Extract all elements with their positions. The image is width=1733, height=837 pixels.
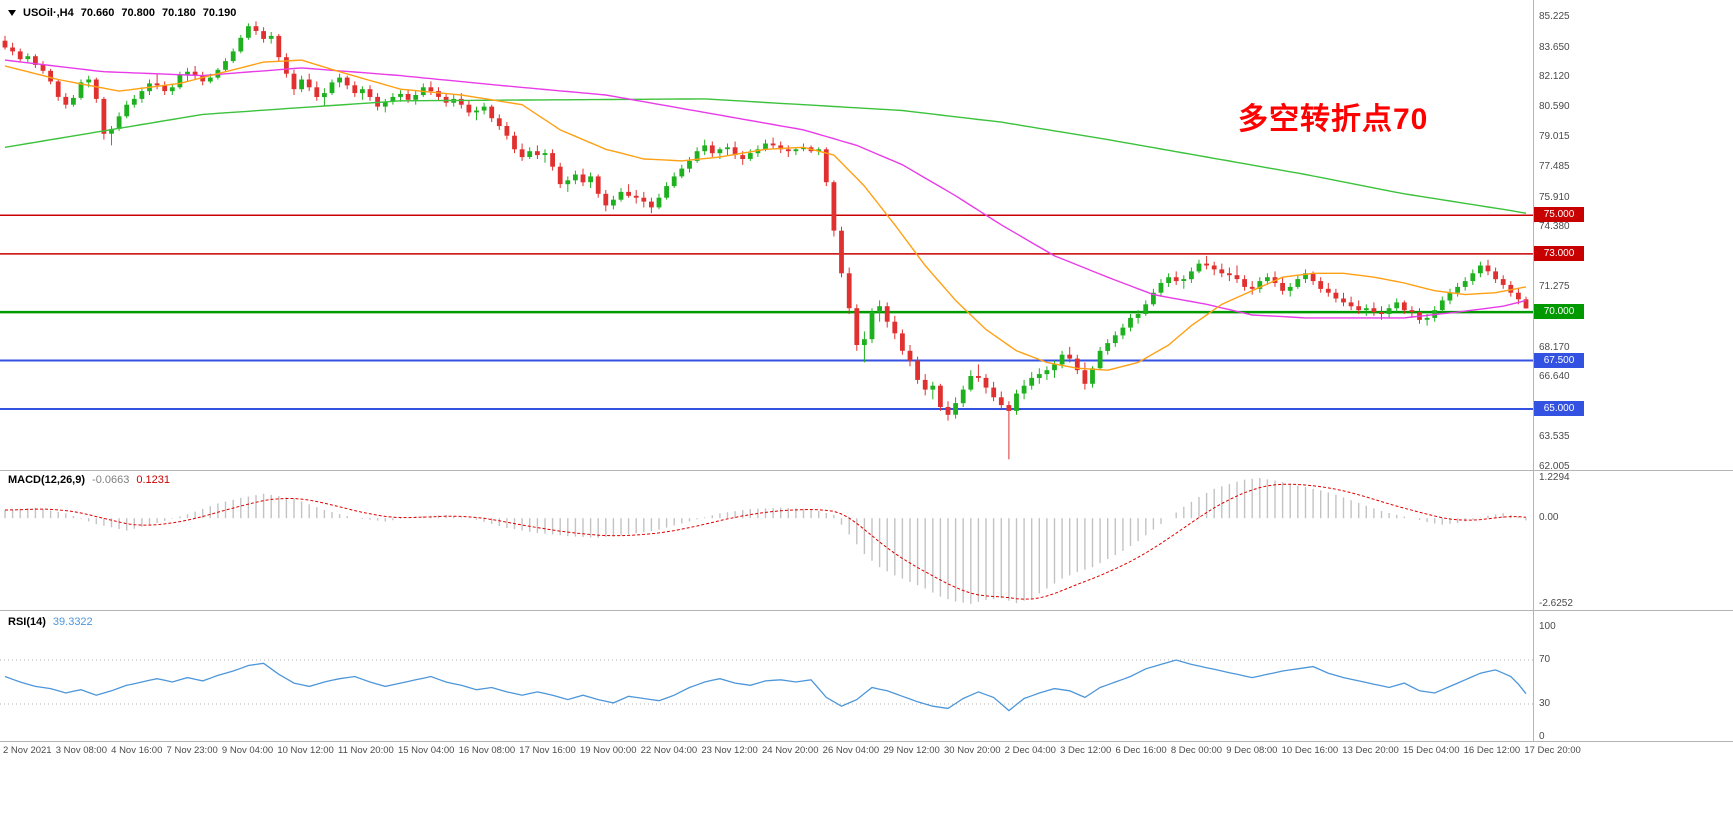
macd-label: MACD(12,26,9) (8, 474, 86, 486)
price-level-badge: 70.000 (1534, 304, 1584, 319)
rsi-axis-label: 30 (1539, 698, 1551, 709)
panel-separator[interactable] (0, 470, 1733, 471)
macd-signal-value: 0.1231 (136, 474, 170, 486)
time-axis-label: 9 Dec 08:00 (1226, 745, 1278, 756)
time-axis-label: 16 Nov 08:00 (458, 745, 516, 756)
time-axis-label: 15 Dec 04:00 (1402, 745, 1460, 756)
time-axis-label: 29 Nov 12:00 (883, 745, 940, 756)
price-axis-label: 82.120 (1539, 71, 1570, 82)
panel-separator (0, 741, 1733, 742)
time-axis-label: 16 Dec 12:00 (1463, 745, 1521, 756)
symbol-timeframe-label: USOil·,H4 (23, 7, 74, 19)
time-axis-label: 10 Nov 12:00 (277, 745, 334, 756)
price-level-badge: 75.000 (1534, 207, 1584, 222)
price-axis-label: 79.015 (1539, 131, 1570, 142)
high-value: 70.800 (121, 7, 156, 19)
price-level-badge: 67.500 (1534, 353, 1584, 368)
time-axis-label: 22 Nov 04:00 (640, 745, 698, 756)
macd-axis-label: 0.00 (1539, 512, 1559, 523)
macd-header: MACD(12,26,9) -0.0663 0.1231 (8, 474, 170, 486)
time-axis-label: 3 Nov 08:00 (55, 745, 107, 756)
time-axis-label: 2 Nov 2021 (3, 745, 52, 756)
panel-separator[interactable] (0, 610, 1733, 611)
open-value: 70.660 (80, 7, 115, 19)
time-axis-label: 17 Nov 16:00 (519, 745, 576, 756)
time-axis-label: 13 Dec 20:00 (1342, 745, 1399, 756)
price-axis-label: 63.535 (1539, 431, 1570, 442)
rsi-axis-label: 70 (1539, 654, 1551, 665)
price-axis-label: 62.005 (1539, 461, 1570, 472)
price-axis-label: 77.485 (1539, 161, 1570, 172)
rsi-indicator-chart[interactable] (0, 611, 1534, 742)
close-value: 70.190 (202, 7, 237, 19)
time-axis-label: 2 Dec 04:00 (1004, 745, 1056, 756)
symbol-dropdown-icon[interactable] (8, 10, 16, 16)
macd-axis-label: 1.2294 (1539, 472, 1570, 483)
time-axis-label: 24 Nov 20:00 (761, 745, 819, 756)
chart-header: USOil·,H4 70.660 70.800 70.180 70.190 (8, 7, 236, 19)
price-axis-label: 85.225 (1539, 11, 1570, 22)
price-axis-label: 66.640 (1539, 371, 1570, 382)
rsi-axis-label: 100 (1539, 621, 1556, 632)
rsi-label: RSI(14) (8, 616, 46, 628)
price-axis-label: 75.910 (1539, 192, 1570, 203)
time-axis-label: 19 Nov 00:00 (579, 745, 637, 756)
price-level-badge: 65.000 (1534, 401, 1584, 416)
time-axis-label: 8 Dec 00:00 (1170, 745, 1223, 756)
time-axis-label: 6 Dec 16:00 (1115, 745, 1167, 756)
time-axis-label: 10 Dec 16:00 (1281, 745, 1339, 756)
macd-axis-label: -2.6252 (1539, 598, 1573, 609)
time-axis-label: 26 Nov 04:00 (822, 745, 880, 756)
macd-main-value: -0.0663 (92, 474, 130, 486)
price-axis-label: 71.275 (1539, 281, 1570, 292)
annotation-text: 多空转折点70 (1238, 103, 1429, 136)
price-axis-label: 68.170 (1539, 342, 1570, 353)
time-axis-label: 9 Nov 04:00 (221, 745, 274, 756)
price-axis-label: 83.650 (1539, 42, 1570, 53)
price-axis[interactable]: 85.225 83.650 82.120 80.590 79.015 77.485 75.9… (1534, 0, 1733, 760)
low-value: 70.180 (162, 7, 196, 19)
time-axis-label: 23 Nov 12:00 (701, 745, 758, 756)
rsi-header: RSI(14) 39.3322 (8, 616, 93, 628)
time-axis-label: 4 Nov 16:00 (111, 745, 163, 756)
candlestick-chart[interactable] (0, 0, 1534, 470)
time-axis-label: 3 Dec 12:00 (1060, 745, 1112, 756)
price-scale-separator (1533, 0, 1534, 741)
time-axis-label: 15 Nov 04:00 (397, 745, 455, 756)
time-axis-label: 11 Nov 20:00 (337, 745, 394, 756)
time-axis-label: 30 Nov 20:00 (944, 745, 1001, 756)
price-level-badge: 73.000 (1534, 246, 1584, 261)
price-axis-label: 80.590 (1539, 101, 1570, 112)
rsi-value: 39.3322 (52, 616, 93, 628)
rsi-axis-label: 0 (1539, 731, 1545, 742)
time-axis[interactable]: 2 Nov 2021 3 Nov 08:00 4 Nov 16:00 7 Nov 23… (3, 745, 1581, 756)
time-axis-label: 17 Dec 20:00 (1524, 745, 1581, 756)
time-axis-label: 7 Nov 23:00 (166, 745, 218, 756)
macd-indicator-chart[interactable] (0, 470, 1534, 611)
price-axis-label: 74.380 (1539, 221, 1570, 232)
